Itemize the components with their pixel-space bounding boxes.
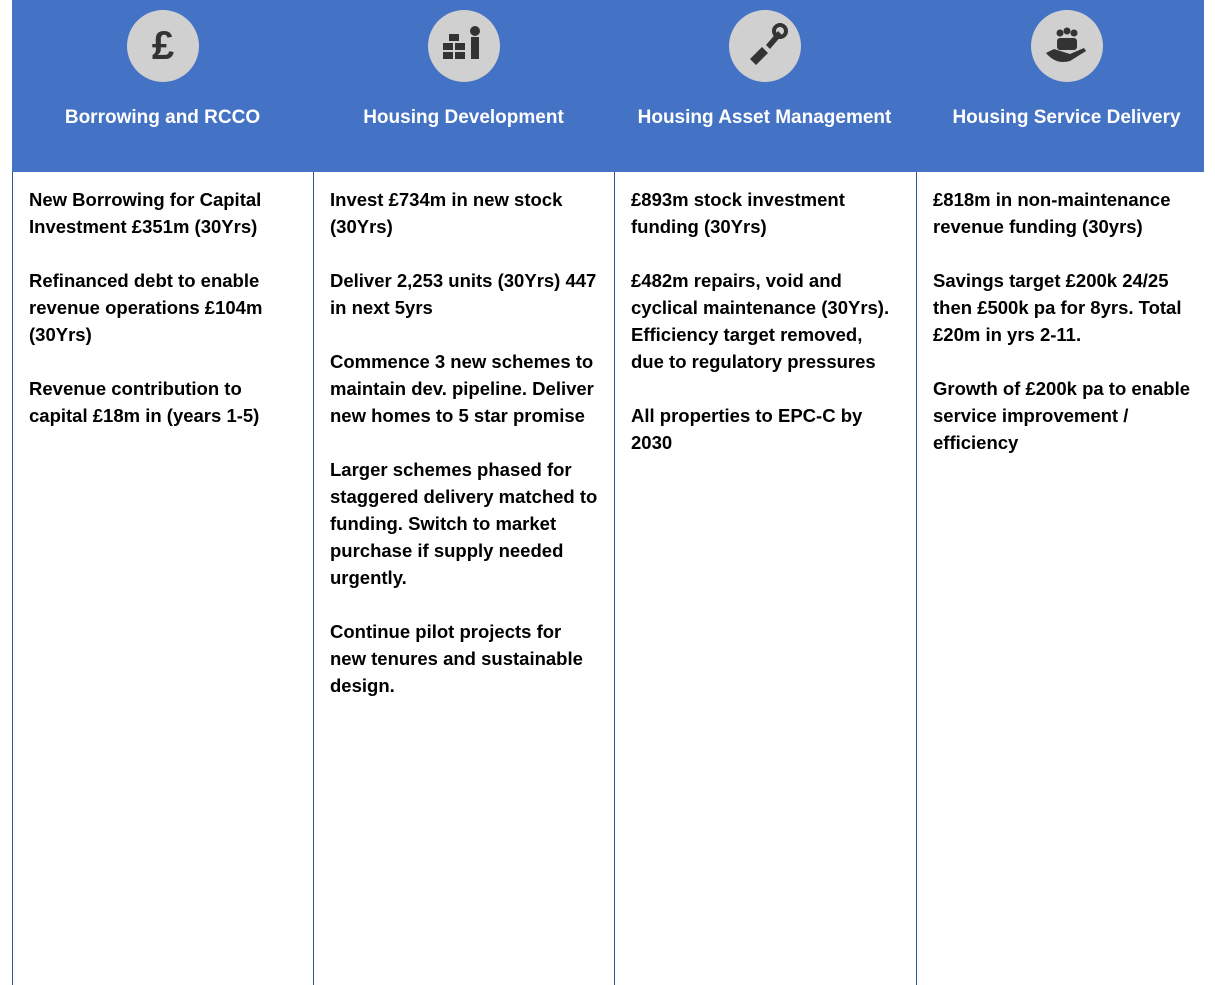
column-title: Housing Asset Management — [637, 107, 892, 128]
column-body: £893m stock investment funding (30Yrs) £4… — [614, 172, 915, 985]
column-header: Housing Development — [313, 0, 614, 172]
paragraph: Continue pilot projects for new tenures … — [330, 621, 583, 696]
paragraph: Growth of £200k pa to enable service imp… — [933, 378, 1191, 453]
column-title: Housing Development — [363, 107, 564, 128]
column: Housing Service Delivery £818m in non-mai… — [916, 0, 1215, 985]
column: £ Borrowing and RCCO New Borrowing for Cap… — [12, 0, 313, 985]
paragraph: All properties to EPC-C by 2030 — [631, 405, 863, 453]
paragraph: Larger schemes phased for staggered deli… — [330, 459, 598, 588]
column-header: Housing Asset Management — [614, 0, 915, 172]
icon — [427, 10, 500, 82]
paragraph: Revenue contribution to capital £18m in … — [29, 378, 260, 426]
icon — [1030, 10, 1103, 82]
column-body: New Borrowing for Capital Investment £35… — [12, 172, 313, 985]
paragraph: Savings target £200k 24/25 then £500k pa… — [933, 270, 1182, 345]
paragraph: New Borrowing for Capital Investment £35… — [29, 189, 262, 237]
paragraph: Refinanced debt to enable revenue operat… — [29, 270, 263, 345]
paragraph: £893m stock investment funding (30Yrs) — [631, 189, 845, 237]
paragraph: Commence 3 new schemes to maintain dev. … — [330, 351, 594, 426]
icon: £ — [126, 10, 199, 82]
column-body: £818m in non-maintenance revenue funding… — [916, 172, 1215, 985]
header-band — [12, 0, 1204, 172]
column-header: £ Borrowing and RCCO — [12, 0, 313, 172]
icon — [728, 10, 801, 82]
paragraph: Invest £734m in new stock (30Yrs) — [330, 189, 563, 237]
paragraph: £818m in non-maintenance revenue funding… — [933, 189, 1171, 237]
column-title: Borrowing and RCCO — [64, 107, 261, 128]
svg-text:£: £ — [151, 24, 173, 68]
column: Housing Asset Management £893m stock inve… — [614, 0, 915, 985]
paragraph: Deliver 2,253 units (30Yrs) 447 in next … — [330, 270, 597, 318]
column: Housing Development Invest £734m in new s… — [313, 0, 614, 985]
column-body: Invest £734m in new stock (30Yrs) Deliver… — [313, 172, 614, 985]
column-title: Housing Service Delivery — [952, 107, 1181, 128]
paragraph: £482m repairs, void and cyclical mainten… — [631, 270, 890, 372]
column-header: Housing Service Delivery — [916, 0, 1215, 172]
